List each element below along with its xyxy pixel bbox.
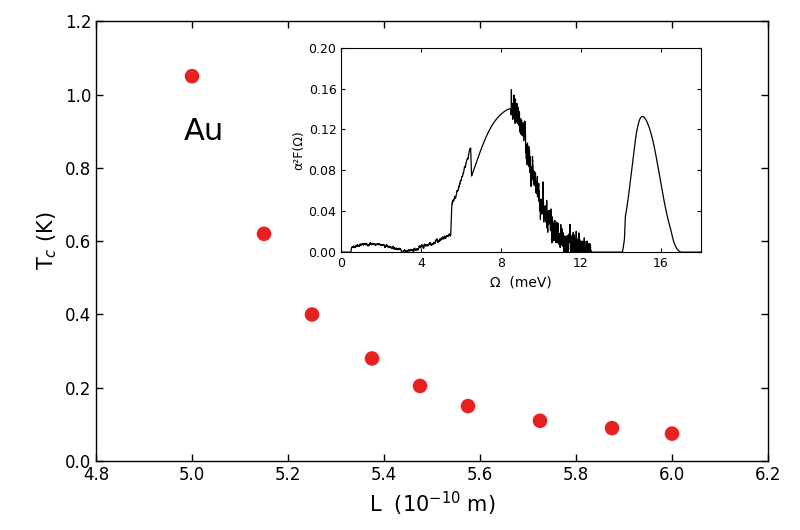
Point: [534, 417, 546, 425]
X-axis label: L  (10$^{-10}$ m): L (10$^{-10}$ m): [369, 490, 495, 518]
Point: [414, 382, 426, 390]
Y-axis label: T$_c$ (K): T$_c$ (K): [35, 212, 59, 270]
Point: [666, 429, 678, 438]
Point: [186, 72, 198, 81]
Point: [366, 354, 378, 363]
Point: [258, 229, 270, 238]
Point: [462, 402, 474, 410]
Point: [306, 310, 318, 319]
Point: [606, 424, 618, 432]
Text: Au: Au: [183, 117, 224, 146]
